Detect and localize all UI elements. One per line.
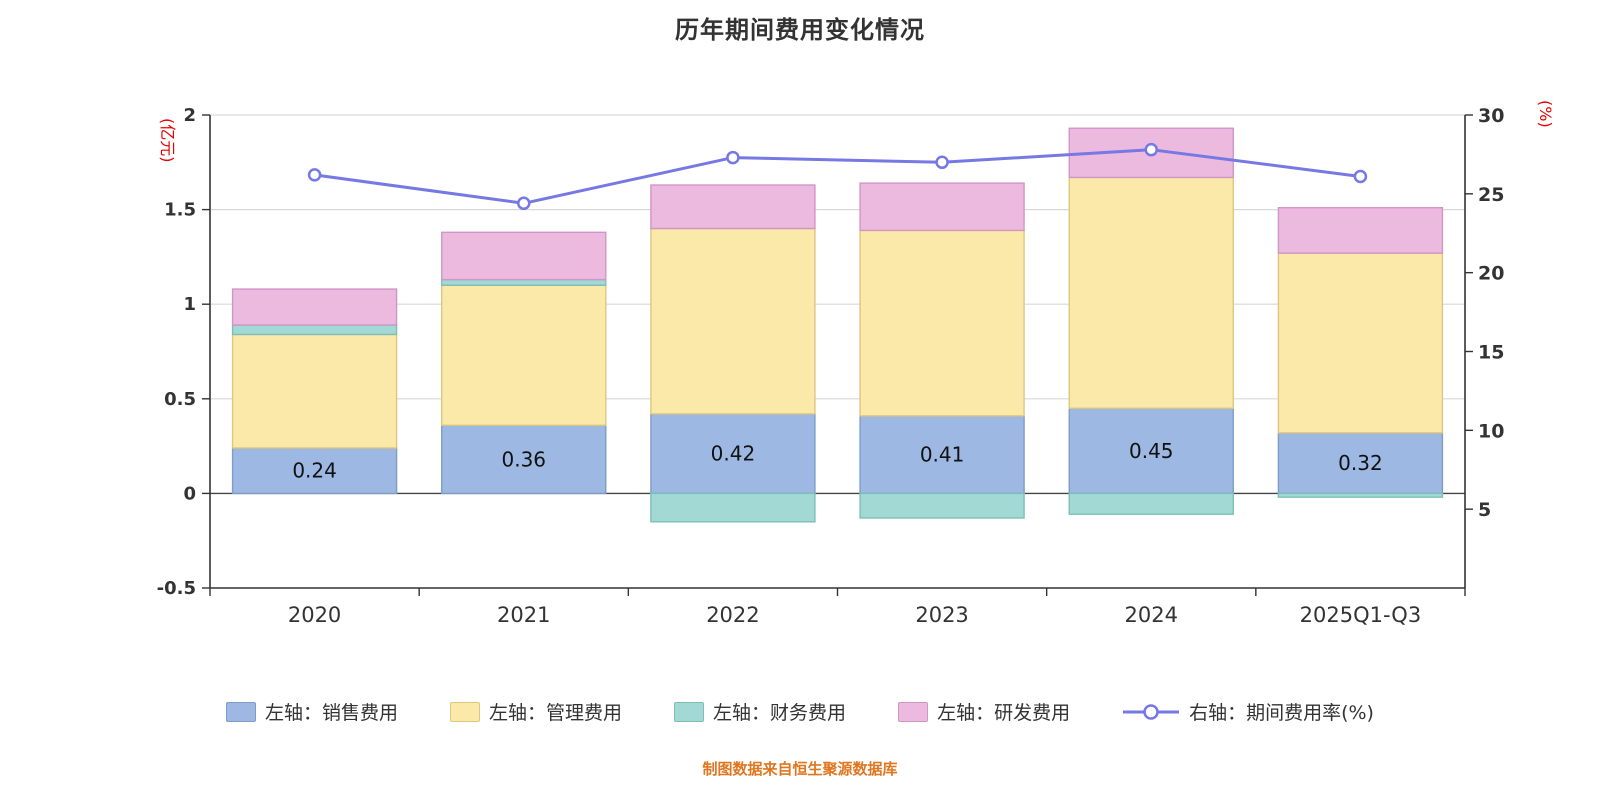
rate-marker — [517, 196, 531, 211]
right-axis-tick-label: 15 — [1478, 342, 1504, 364]
left-axis-tick-label: 2 — [183, 105, 196, 126]
legend-item-line[interactable]: 右轴：期间费用率(%) — [1122, 698, 1374, 725]
legend-swatch-icon — [450, 701, 481, 722]
left-axis-unit: (亿元) — [158, 118, 177, 163]
legend-item-0[interactable]: 左轴：销售费用 — [226, 698, 398, 725]
chart-title: 历年期间费用变化情况 — [675, 16, 925, 44]
x-axis-label: 2025Q1-Q3 — [1300, 603, 1422, 627]
bar-segment — [231, 288, 398, 326]
bar-segment — [650, 184, 816, 230]
source-note: 制图数据来自恒生聚源数据库 — [702, 760, 898, 778]
bar-segment — [1277, 207, 1444, 254]
legend-swatch-icon — [226, 701, 257, 722]
bar-value-label: 0.42 — [711, 442, 756, 466]
bar-value-label: 0.36 — [501, 447, 546, 471]
left-axis-tick-label: 0.5 — [164, 389, 196, 410]
right-axis-tick-label: 20 — [1478, 263, 1504, 285]
bar-segment — [441, 424, 607, 495]
bar-segment — [1068, 407, 1234, 495]
left-axis-tick-label: 0 — [183, 483, 196, 504]
right-axis-tick-label: 30 — [1478, 105, 1504, 127]
legend-item-3[interactable]: 左轴：研发费用 — [898, 698, 1070, 725]
rate-marker — [935, 155, 949, 170]
rate-marker — [1144, 142, 1158, 157]
legend-item-label: 左轴：研发费用 — [937, 702, 1071, 724]
rate-marker — [726, 150, 740, 165]
bar-segment — [650, 413, 816, 495]
legend-item-label: 左轴：销售费用 — [265, 702, 399, 724]
legend-item-2[interactable]: 左轴：财务费用 — [674, 698, 846, 725]
bar-segment — [650, 492, 816, 523]
bar-segment — [231, 333, 398, 449]
right-axis-tick-label: 5 — [1478, 499, 1491, 521]
legend-swatch-icon — [898, 701, 929, 722]
x-axis-label: 2021 — [497, 603, 550, 627]
legend: 左轴：销售费用 左轴：管理费用 左轴：财务费用 左轴：研发费用 右轴：期间费用率(%) — [0, 698, 1600, 725]
bar-segment — [1068, 176, 1234, 409]
bar-value-label: 0.41 — [920, 443, 965, 467]
legend-item-label: 左轴：管理费用 — [489, 702, 623, 724]
left-axis-tick-label: 1.5 — [164, 200, 196, 221]
bar-segment — [441, 278, 607, 286]
bar-segment — [441, 231, 607, 281]
rate-line — [314, 148, 1361, 205]
legend-item-1[interactable]: 左轴：管理费用 — [450, 698, 622, 725]
chart-plot: 2 1.5 1 0.5 0 -0.5 30 25 20 15 10 5 2020 2021 2022 2023… — [157, 100, 1555, 627]
bar-segment — [231, 447, 398, 495]
left-axis-tick-label: 1 — [183, 294, 196, 315]
bar-value-label: 0.32 — [1338, 451, 1383, 475]
right-axis-unit: (%) — [1536, 100, 1555, 128]
rate-marker — [307, 168, 322, 182]
bar-segment — [650, 227, 816, 415]
x-axis-label: 2024 — [1125, 603, 1178, 627]
legend-swatch-icon — [674, 701, 705, 722]
rate-marker — [1353, 169, 1368, 184]
bar-segment — [859, 492, 1025, 519]
bar-value-label: 0.24 — [292, 459, 337, 483]
x-axis-label: 2020 — [288, 603, 341, 627]
bar-segment — [231, 324, 398, 336]
right-axis-tick-label: 25 — [1478, 184, 1504, 206]
bar-segment — [859, 182, 1025, 232]
bar-value-label: 0.45 — [1129, 439, 1174, 463]
bar-segment — [859, 229, 1025, 417]
legend-item-label: 左轴：财务费用 — [713, 702, 847, 724]
left-axis-tick-label: -0.5 — [157, 578, 196, 599]
bar-segment — [441, 284, 607, 426]
line-marker-icon — [1123, 703, 1180, 720]
bar-segment — [1068, 492, 1234, 515]
x-axis-label: 2022 — [706, 603, 759, 627]
bar-segment — [1277, 252, 1444, 434]
x-axis-label: 2023 — [915, 603, 968, 627]
legend-item-label: 右轴：期间费用率(%) — [1189, 702, 1374, 724]
bar-segment — [1277, 492, 1444, 498]
right-axis-tick-label: 10 — [1478, 420, 1504, 442]
